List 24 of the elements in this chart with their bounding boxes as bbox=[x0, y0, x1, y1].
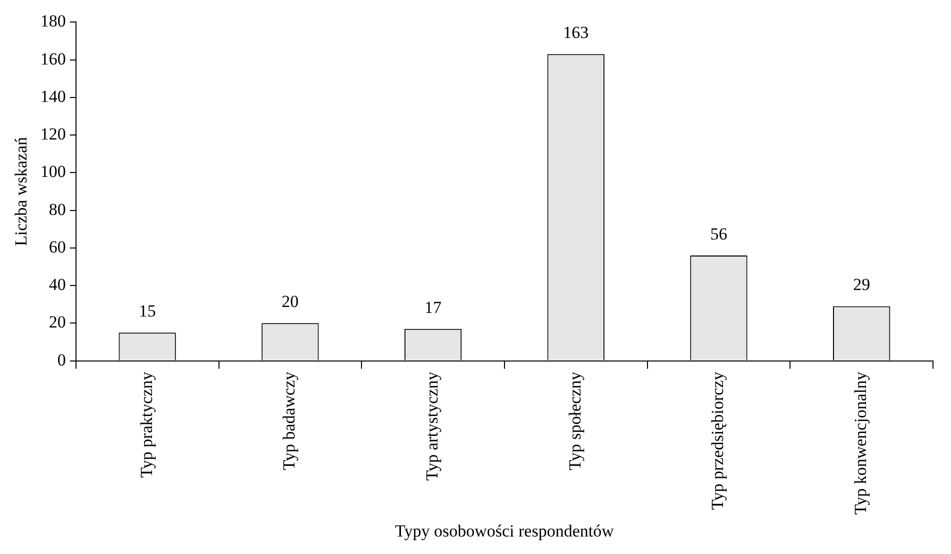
data-label: 163 bbox=[563, 23, 589, 42]
y-tick-label: 180 bbox=[40, 12, 66, 31]
data-label: 56 bbox=[710, 224, 728, 244]
y-axis-title: Liczba wskazań bbox=[12, 136, 31, 246]
y-tick-label: 60 bbox=[48, 237, 66, 256]
x-tick-label: Typ konwencjonalny bbox=[851, 371, 870, 515]
data-label: 15 bbox=[138, 302, 156, 321]
y-tick-label: 140 bbox=[40, 86, 66, 106]
data-label: 17 bbox=[424, 298, 442, 317]
x-axis-title: Typy osobowości respondentów bbox=[395, 521, 615, 540]
y-tick-label: 0 bbox=[57, 350, 66, 370]
data-label: 20 bbox=[282, 292, 299, 312]
y-tick-label: 100 bbox=[40, 162, 66, 182]
data-label: 29 bbox=[853, 275, 870, 294]
x-tick-label: Typ badawczy bbox=[280, 371, 299, 470]
x-tick-label: Typ artystyczny bbox=[422, 371, 442, 481]
y-tick-label: 160 bbox=[40, 49, 66, 68]
y-tick-label: 120 bbox=[40, 124, 66, 144]
y-tick-label: 80 bbox=[48, 200, 66, 219]
x-tick-label: Typ praktyczny bbox=[136, 371, 156, 478]
x-tick-label: Typ przedsiębiorczy bbox=[708, 371, 728, 510]
y-tick-label: 40 bbox=[48, 275, 66, 294]
y-tick-label: 20 bbox=[48, 312, 66, 332]
x-tick-label: Typ społeczny bbox=[565, 371, 584, 470]
